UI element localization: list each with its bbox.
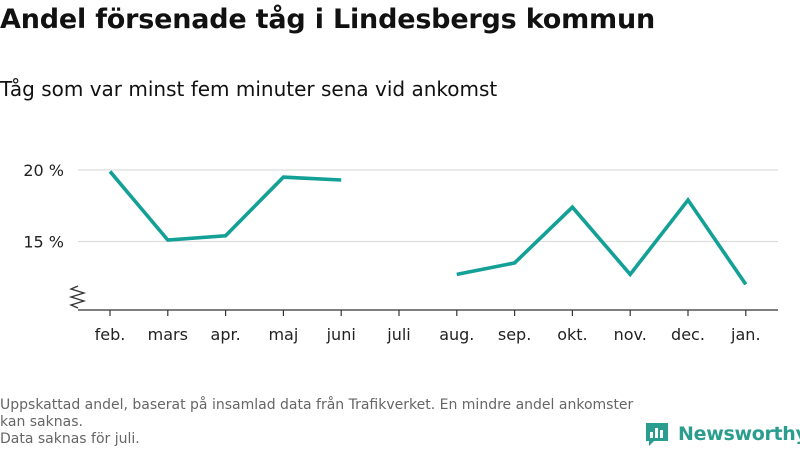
x-tick-label: maj: [268, 325, 298, 344]
x-tick-label: juni: [326, 325, 356, 344]
series-line: [108, 170, 342, 242]
x-tick-label: feb.: [95, 325, 126, 344]
x-tick-label: dec.: [671, 325, 705, 344]
x-tick-label: jan.: [730, 325, 760, 344]
y-tick-label: 15 %: [23, 233, 64, 252]
newsworthy-logo: Newsworthy: [644, 421, 800, 447]
x-tick-label: sep.: [498, 325, 531, 344]
footnote: Uppskattad andel, baserat på insamlad da…: [0, 397, 640, 448]
x-tick-label: apr.: [211, 325, 241, 344]
x-tick-label: juli: [386, 325, 410, 344]
bar-chart-logo-icon: [646, 423, 668, 446]
x-tick-label: mars: [148, 325, 188, 344]
footnote-line-2: Data saknas för juli.: [0, 431, 140, 447]
series-line: [456, 196, 748, 286]
chart-subtitle: Tåg som var minst fem minuter sena vid a…: [0, 77, 498, 101]
y-tick-label: 20 %: [23, 161, 64, 180]
footnote-line-1: Uppskattad andel, baserat på insamlad da…: [0, 397, 634, 430]
x-tick-label: aug.: [439, 325, 474, 344]
chart-title: Andel försenade tåg i Lindesbergs kommun: [0, 4, 656, 35]
brand-name: Newsworthy: [678, 423, 800, 445]
axis-break-icon: [68, 285, 87, 309]
line-chart: 15 % 20 % feb. mars apr. maj juni juli aug. sep. o…: [23, 161, 778, 344]
x-tick-label: okt.: [557, 325, 587, 344]
x-tick-label: nov.: [614, 325, 647, 344]
